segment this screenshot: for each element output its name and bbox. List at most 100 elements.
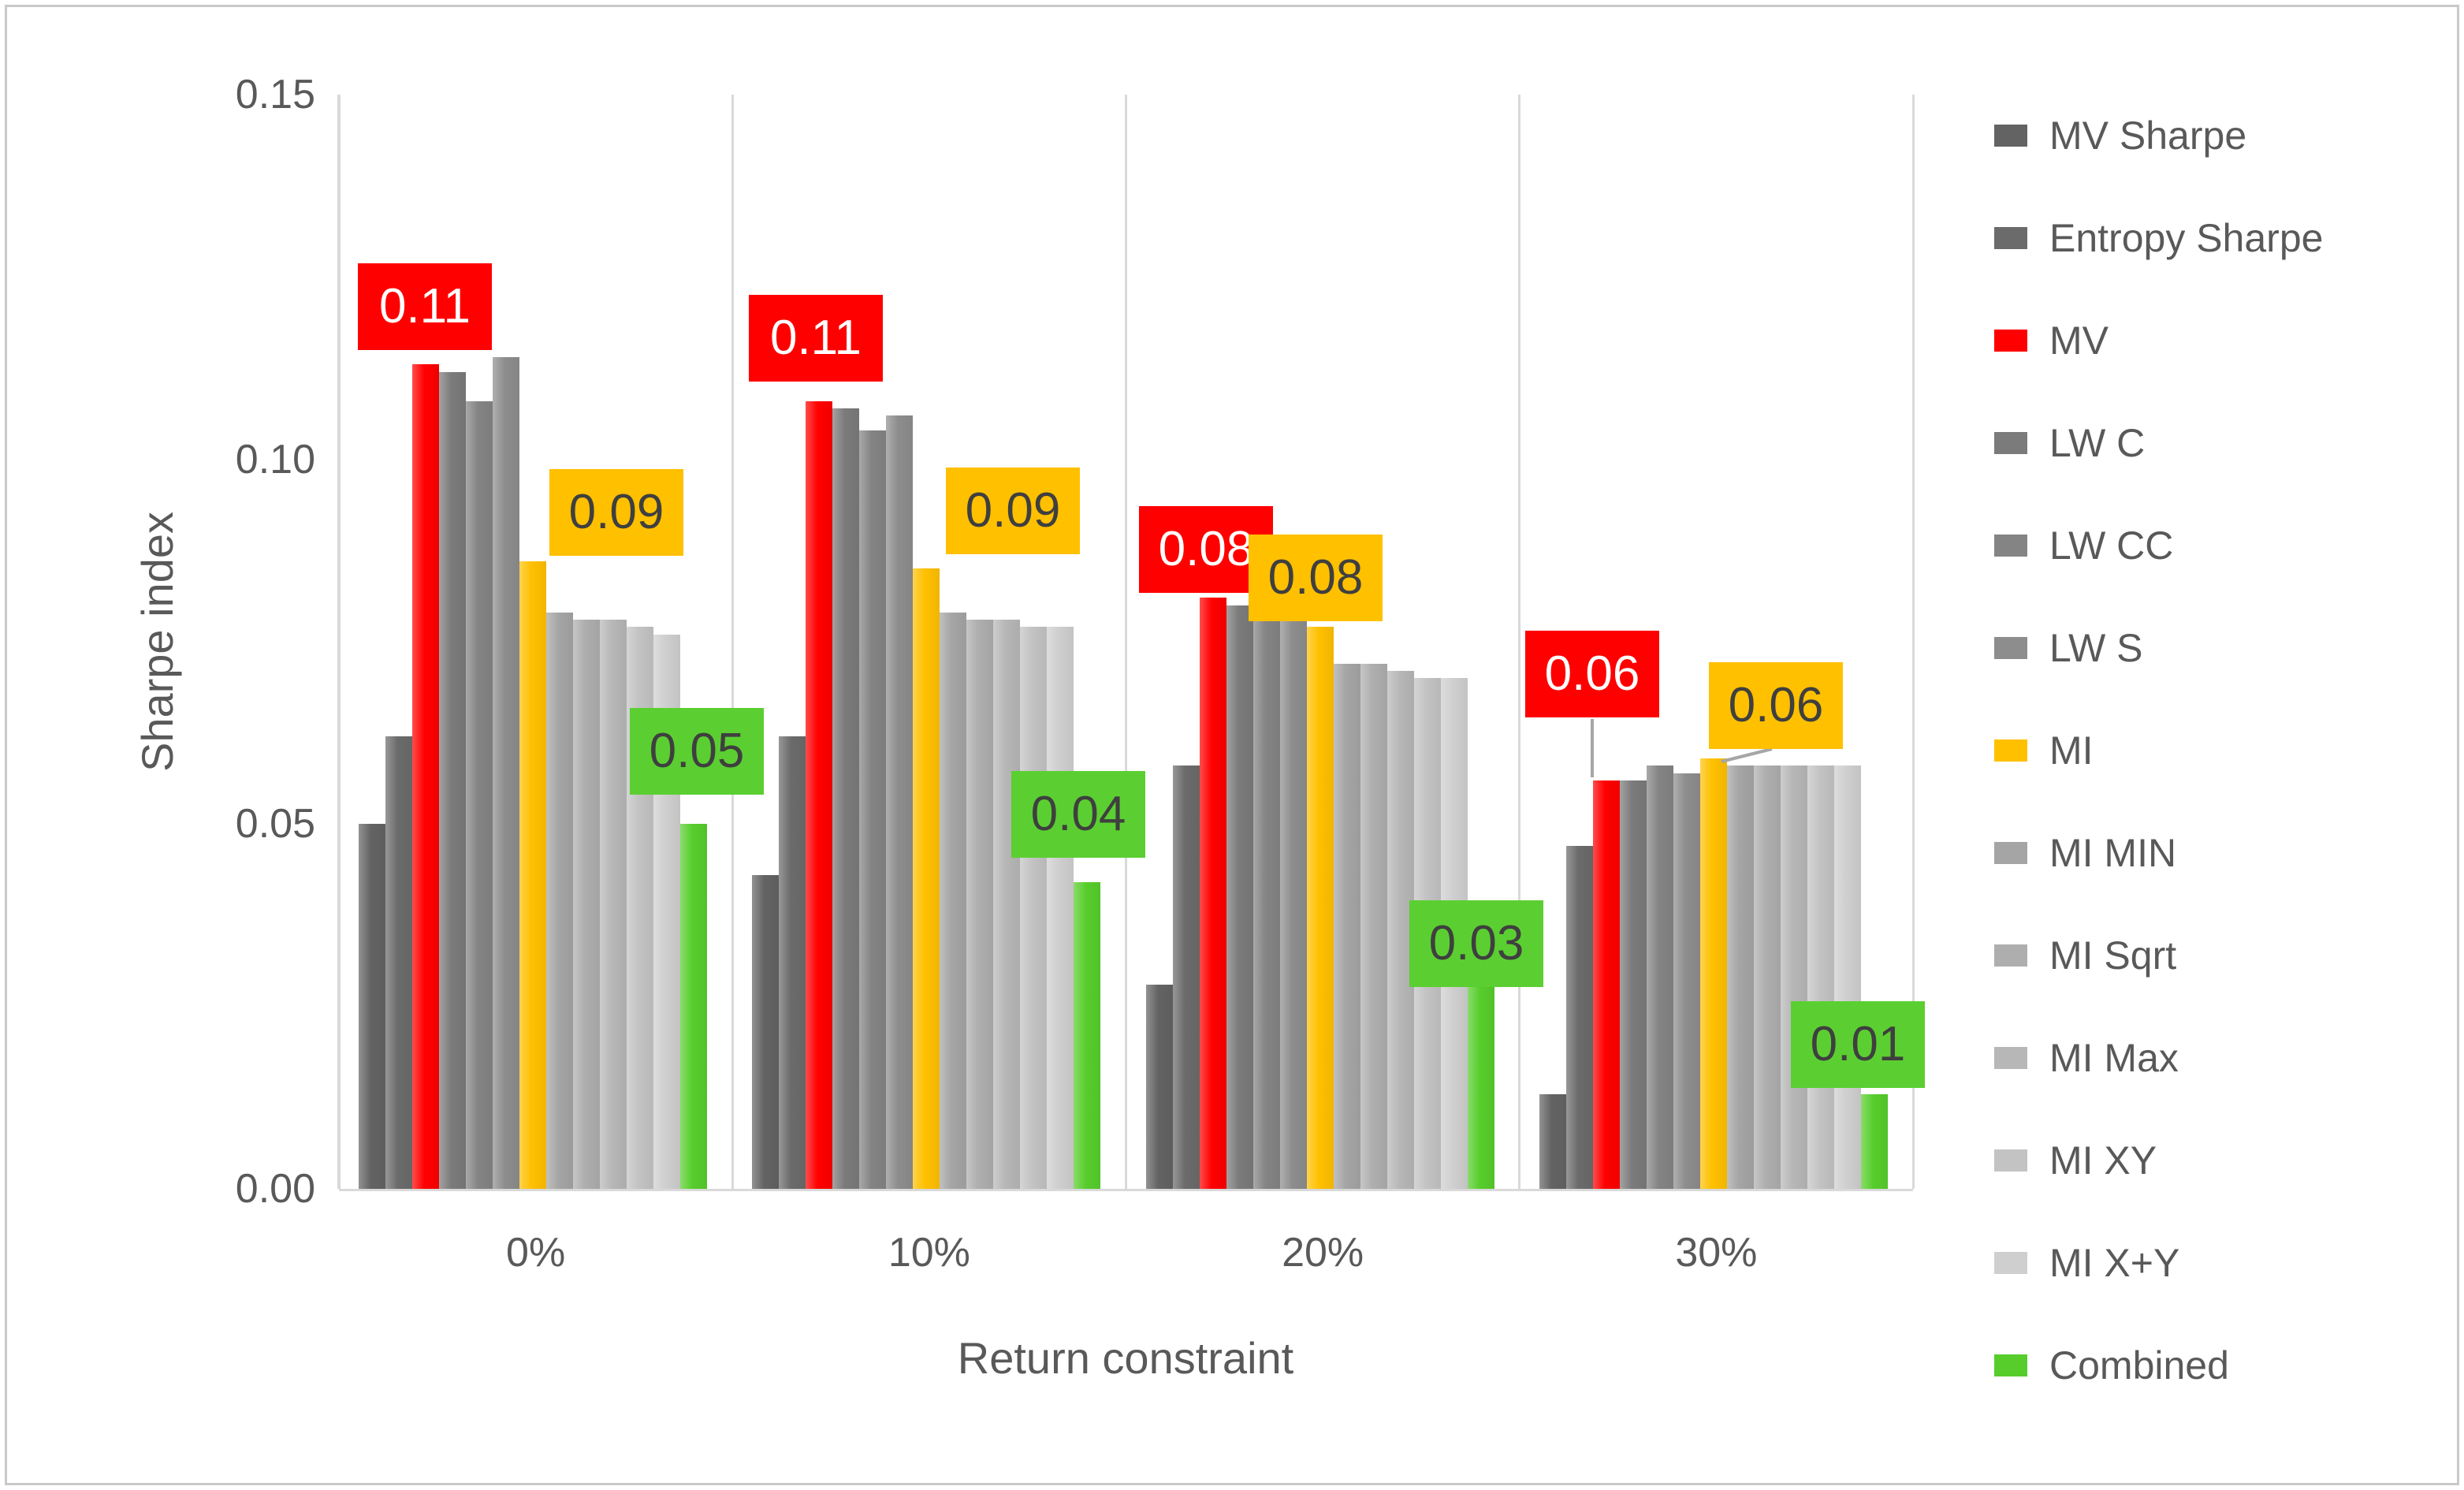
bar-mv-sharpe-10% [752, 875, 780, 1189]
legend-label: Entropy Sharpe [2049, 216, 2324, 260]
legend-swatch-icon [1994, 535, 2027, 557]
legend-label: MI MIN [2049, 831, 2177, 875]
bar-combined-10% [1074, 882, 1101, 1189]
bar-mi-min-0% [546, 612, 573, 1189]
data-label-mv: 0.11 [358, 263, 492, 350]
legend-label: Combined [2049, 1343, 2229, 1388]
y-axis-title: Sharpe index [132, 512, 182, 773]
legend-item-mi-min: MI MIN [1994, 829, 2436, 877]
bar-lw-c-10% [832, 408, 860, 1189]
data-label-combined: 0.04 [1011, 771, 1145, 858]
legend-swatch-icon [1994, 1047, 2027, 1069]
bar-mi-sqrt-10% [966, 620, 994, 1189]
x-tick-label: 30% [1675, 1230, 1758, 1276]
bar-mi-sqrt-0% [573, 620, 600, 1189]
legend-item-lw-c: LW C [1994, 419, 2436, 467]
legend-item-mi-sqrt: MI Sqrt [1994, 932, 2436, 979]
bar-lw-s-20% [1279, 620, 1307, 1189]
legend-item-mi: MI [1994, 727, 2436, 774]
bar-lw-cc-0% [466, 400, 493, 1189]
legend-label: MV [2049, 318, 2109, 363]
bar-lw-s-0% [493, 357, 519, 1189]
bar-mv-20% [1199, 598, 1226, 1189]
legend-swatch-icon [1994, 432, 2027, 454]
bar-lw-c-20% [1226, 605, 1253, 1189]
bar-mi-20% [1306, 627, 1334, 1189]
bar-combined-30% [1860, 1093, 1888, 1189]
category-separator-gridline [731, 95, 734, 1189]
bar-mi-x-y-10% [1047, 627, 1074, 1189]
bar-mi-max-10% [993, 620, 1021, 1189]
data-label-mi: 0.08 [1249, 535, 1383, 621]
category-separator-gridline [1518, 95, 1521, 1189]
bar-entropy-sharpe-30% [1565, 846, 1593, 1189]
legend-item-lw-cc: LW CC [1994, 522, 2436, 569]
data-label-mi: 0.09 [549, 469, 683, 556]
x-tick-label: 20% [1282, 1230, 1364, 1276]
bar-mv-sharpe-20% [1145, 984, 1173, 1189]
legend-swatch-icon [1994, 944, 2027, 967]
category-separator-gridline [1125, 95, 1127, 1189]
bar-entropy-sharpe-10% [779, 736, 806, 1189]
legend-swatch-icon [1994, 1149, 2027, 1172]
legend-label: LW S [2049, 626, 2143, 670]
bar-lw-cc-20% [1252, 620, 1280, 1189]
legend-item-combined: Combined [1994, 1342, 2436, 1389]
data-label-mv: 0.06 [1525, 631, 1659, 717]
y-tick-label: 0.10 [235, 436, 315, 482]
data-label-combined: 0.01 [1791, 1001, 1925, 1088]
data-label-mv: 0.11 [749, 295, 883, 382]
legend-swatch-icon [1994, 330, 2027, 352]
bar-mv-30% [1592, 780, 1620, 1189]
data-label-mi: 0.06 [1709, 662, 1843, 749]
legend-item-mv: MV [1994, 317, 2436, 364]
bar-combined-20% [1467, 984, 1494, 1189]
bar-mi-0% [519, 561, 546, 1189]
bar-mi-xy-10% [1020, 627, 1048, 1189]
y-tick-label: 0.00 [235, 1166, 315, 1212]
bar-mv-sharpe-30% [1539, 1093, 1566, 1189]
bar-mi-max-0% [600, 620, 627, 1189]
legend-label: MI Max [2049, 1036, 2179, 1080]
y-tick-label: 0.15 [235, 72, 315, 117]
bar-entropy-sharpe-20% [1172, 765, 1200, 1189]
legend-item-mi-xy: MI XY [1994, 1137, 2436, 1184]
bar-lw-cc-30% [1646, 765, 1673, 1189]
bar-mi-min-20% [1333, 663, 1360, 1189]
bar-mi-max-30% [1780, 765, 1807, 1189]
bar-lw-cc-10% [859, 430, 887, 1189]
category-separator-gridline [1911, 95, 1915, 1189]
legend-label: MI [2049, 728, 2094, 773]
legend-item-mi-max: MI Max [1994, 1034, 2436, 1082]
legend-swatch-icon [1994, 739, 2027, 762]
legend-swatch-icon [1994, 1252, 2027, 1274]
bar-lw-c-30% [1619, 780, 1647, 1189]
bar-mi-min-10% [940, 612, 967, 1189]
bar-mi-max-20% [1386, 671, 1414, 1189]
bar-mi-min-30% [1726, 765, 1754, 1189]
legend-label: MI Sqrt [2049, 933, 2177, 978]
data-label-mi: 0.09 [946, 467, 1080, 554]
data-label-combined: 0.03 [1409, 900, 1543, 987]
legend-swatch-icon [1994, 227, 2027, 249]
x-tick-label: 0% [506, 1230, 566, 1276]
legend-swatch-icon [1994, 637, 2027, 659]
bar-mi-x-y-30% [1833, 765, 1861, 1189]
x-axis-line [339, 1189, 1913, 1191]
leader-line [1721, 747, 1773, 763]
data-label-combined: 0.05 [630, 708, 764, 795]
bar-mv-10% [806, 400, 833, 1189]
legend-label: MV Sharpe [2049, 114, 2247, 158]
bar-mi-sqrt-20% [1360, 663, 1387, 1189]
legend-label: LW CC [2049, 523, 2174, 568]
y-axis-line [337, 95, 341, 1189]
legend-item-entropy-sharpe: Entropy Sharpe [1994, 214, 2436, 262]
bar-lw-s-10% [886, 415, 914, 1189]
legend-swatch-icon [1994, 842, 2027, 864]
legend: MV Sharpe Entropy Sharpe MV LW C LW CC LW S MI… [1978, 0, 2451, 1490]
legend-swatch-icon [1994, 1354, 2027, 1376]
bar-entropy-sharpe-0% [385, 736, 412, 1189]
legend-item-mi-x-y: MI X+Y [1994, 1239, 2436, 1287]
bar-mv-sharpe-0% [359, 824, 385, 1189]
